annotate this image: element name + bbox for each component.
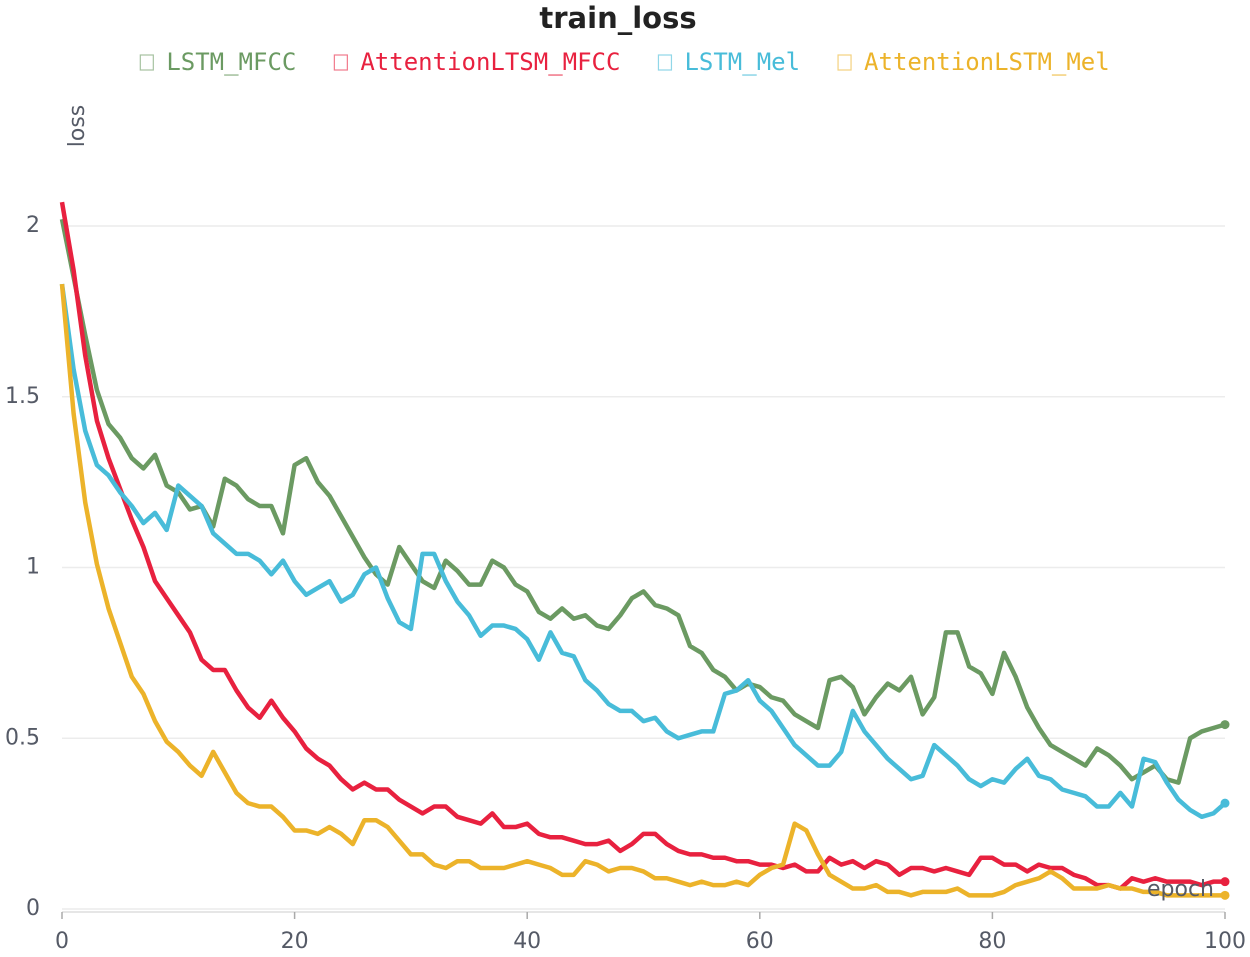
end-marker <box>1220 798 1230 808</box>
end-marker <box>1220 720 1230 730</box>
x-tick-label: 100 <box>1204 929 1246 954</box>
chart-title: train_loss <box>539 1 696 35</box>
x-tick-label: 20 <box>281 929 309 954</box>
x-tick-label: 40 <box>513 929 541 954</box>
series-line <box>59 283 1225 898</box>
x-tick-label: 60 <box>746 929 774 954</box>
legend-swatch <box>139 54 154 71</box>
grid: 00.511.520 20 40 60 80 100 <box>5 213 1246 954</box>
legend-label: LSTM_Mel <box>684 48 800 76</box>
end-marker <box>1220 877 1230 887</box>
y-tick-label: 2 <box>26 213 40 238</box>
legend-swatch <box>837 54 852 71</box>
y-tick-label: 1 <box>26 555 40 580</box>
y-tick-label: 1.5 <box>5 384 40 409</box>
series-line <box>59 218 1226 785</box>
legend-swatch <box>333 54 348 71</box>
y-tick-label: 0 <box>26 896 40 921</box>
y-tick-label: 0.5 <box>5 725 40 750</box>
legend-swatch <box>657 54 673 71</box>
y-axis-label: loss <box>65 105 90 148</box>
legend: LSTM_MFCC AttentionLTSM_MFCC LSTM_Mel Atten… <box>139 48 1110 76</box>
plot-area <box>59 201 1230 900</box>
series-line <box>59 201 1225 891</box>
legend-label: AttentionLSTM_Mel <box>864 48 1110 76</box>
x-tick-label: 0 <box>55 929 69 954</box>
x-axis-label: epoch <box>1147 877 1214 902</box>
series-line <box>59 283 1227 820</box>
legend-label: AttentionLTSM_MFCC <box>360 48 620 76</box>
x-tick-label: 80 <box>978 929 1006 954</box>
legend-label: LSTM_MFCC <box>166 48 296 76</box>
end-marker <box>1220 890 1230 900</box>
